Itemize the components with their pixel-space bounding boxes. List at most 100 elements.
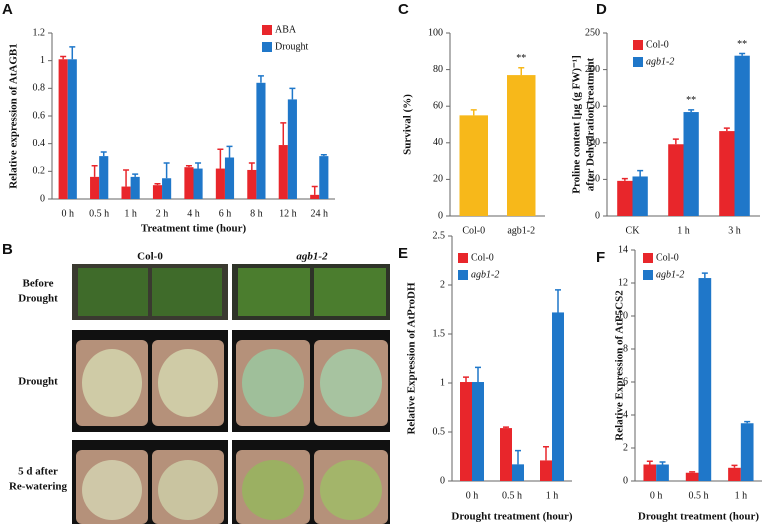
bar — [247, 169, 257, 199]
y-tick-label: 0.4 — [33, 138, 46, 149]
legend-label: agb1-2 — [471, 269, 499, 280]
panel-label: B — [2, 241, 13, 258]
plant — [152, 268, 222, 316]
legend-swatch — [643, 270, 653, 280]
bar — [632, 176, 648, 216]
panel-label: C — [398, 1, 409, 18]
plant — [314, 268, 386, 316]
x-tick-label: 1 h — [124, 208, 137, 219]
x-tick-label: 4 h — [187, 208, 200, 219]
error-bar — [163, 162, 170, 179]
y-axis-label: after Dehydration treatment — [585, 57, 597, 191]
y-axis-label: Proline content [μg (g FW)⁻¹] — [571, 55, 583, 194]
y-tick-label: 4 — [623, 409, 628, 420]
y-tick-label: 0 — [438, 210, 443, 221]
y-axis-label: Relative expression of AtAGB1 — [8, 43, 20, 189]
y-tick-label: 12 — [618, 277, 628, 288]
error-bar — [744, 420, 751, 424]
x-tick-label: 1 h — [677, 225, 690, 236]
legend-swatch — [633, 40, 643, 50]
y-tick-label: 2 — [440, 279, 445, 290]
plant — [242, 460, 304, 520]
error-bar — [543, 445, 549, 461]
y-tick-label: 6 — [623, 376, 628, 387]
bar — [719, 131, 735, 216]
y-tick-label: 2 — [623, 442, 628, 453]
photo-panel: B Col-0 agb1-2 Before Drought Drought 5 … — [2, 241, 390, 524]
error-bar — [637, 169, 644, 177]
x-tick-label: 8 h — [250, 208, 263, 219]
x-tick-label: 1 h — [546, 490, 559, 501]
legend-swatch — [458, 253, 468, 263]
annotation: ** — [686, 95, 696, 106]
error-bar — [470, 109, 477, 116]
y-tick-label: 60 — [433, 100, 443, 111]
y-tick-label: 80 — [433, 64, 443, 75]
error-bar — [280, 122, 287, 146]
annotation: ** — [516, 53, 526, 64]
error-bar — [217, 148, 224, 169]
y-tick-label: 100 — [428, 27, 443, 38]
x-tick-label: agb1-2 — [507, 225, 535, 236]
y-tick-label: 250 — [585, 27, 600, 38]
y-tick-label: 2.5 — [433, 230, 446, 241]
bar — [507, 75, 536, 216]
y-tick-label: 0 — [623, 475, 628, 486]
y-tick-label: 1.5 — [433, 328, 446, 339]
y-axis-label: Relative Expression of AtP5CS2 — [614, 290, 626, 441]
plant — [158, 460, 218, 520]
bar — [121, 186, 131, 199]
legend-label: Col-0 — [656, 252, 679, 263]
column-label: agb1-2 — [296, 251, 328, 263]
bar — [460, 382, 472, 481]
row-label: Drought — [18, 293, 58, 305]
y-axis-label: Survival (%) — [402, 94, 414, 155]
x-tick-label: 0 h — [650, 490, 663, 501]
y-tick-label: 150 — [585, 100, 600, 111]
error-bar — [185, 165, 192, 168]
annotation: ** — [737, 39, 747, 50]
y-tick-label: 0 — [595, 210, 600, 221]
bar — [310, 194, 320, 199]
row-label: 5 d after — [18, 466, 58, 478]
bar — [184, 167, 194, 199]
error-bar — [100, 151, 107, 157]
plant — [320, 349, 382, 417]
error-bar — [248, 162, 255, 170]
y-tick-label: 20 — [433, 174, 443, 185]
y-tick-label: 0 — [40, 193, 45, 204]
bar — [459, 115, 488, 216]
x-tick-label: 0 h — [61, 208, 74, 219]
error-bar — [518, 67, 525, 76]
legend-swatch — [262, 42, 272, 52]
legend-label: agb1-2 — [646, 56, 674, 67]
y-tick-label: 1 — [40, 55, 45, 66]
error-bar — [60, 55, 67, 60]
y-tick-label: 1 — [440, 377, 445, 388]
bar — [512, 464, 524, 481]
bar — [67, 59, 77, 200]
bar — [685, 472, 699, 481]
y-tick-label: 200 — [585, 64, 600, 75]
bar — [656, 464, 669, 481]
x-tick-label: 12 h — [279, 208, 297, 219]
error-bar — [123, 169, 130, 187]
panel-label: E — [398, 245, 408, 262]
bar — [643, 464, 657, 481]
y-tick-label: 1.2 — [33, 27, 46, 38]
bar — [500, 428, 512, 481]
legend-label: ABA — [275, 24, 297, 35]
error-bar — [69, 46, 76, 60]
bar — [540, 460, 552, 481]
error-bar — [701, 272, 708, 279]
x-tick-label: 0.5 h — [89, 208, 109, 219]
error-bar — [463, 376, 469, 383]
bar — [683, 112, 699, 216]
error-bar — [723, 127, 730, 132]
y-tick-label: 100 — [585, 137, 600, 148]
plant — [78, 268, 148, 316]
x-axis-label: Drought treatment (hour) — [451, 511, 573, 523]
bar — [728, 467, 741, 481]
bar — [319, 156, 329, 199]
bar — [617, 180, 633, 216]
